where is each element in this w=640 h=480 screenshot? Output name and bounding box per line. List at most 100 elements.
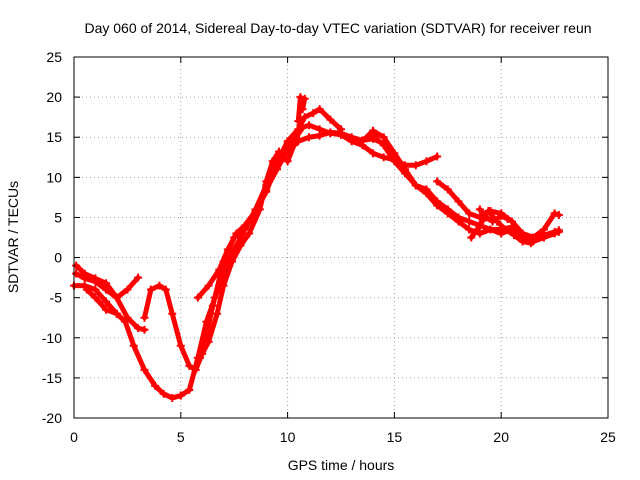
data-point [358,137,367,146]
chart-title: Day 060 of 2014, Sidereal Day-to-day VTE… [84,20,591,36]
data-point [255,205,264,214]
data-point [72,269,81,278]
data-point [155,281,164,290]
data-point [503,215,512,224]
data-point [539,225,548,234]
data-point [300,94,309,103]
x-axis-label: GPS time / hours [288,457,395,473]
series-line [84,287,120,317]
data-point [123,285,132,294]
data-point [245,229,254,238]
data-point [223,245,232,254]
data-point [283,137,292,146]
data-point [72,261,81,270]
data-point [102,305,111,314]
data-point [296,93,305,102]
series-satellite-track-2 [72,269,143,302]
data-point [475,221,484,230]
x-tick-label: 20 [493,429,509,445]
data-point [213,309,222,318]
data-point [379,133,388,142]
data-point [475,205,484,214]
data-point [91,285,100,294]
data-point [215,265,224,274]
y-tick-label: -15 [42,370,62,386]
data-point [168,309,177,318]
data-point [204,281,213,290]
data-point [262,177,271,186]
series-satellite-track-11 [369,131,563,246]
data-point [219,281,228,290]
data-point [482,213,491,222]
data-point [510,231,519,240]
data-point [102,285,111,294]
data-point [91,277,100,286]
x-tick-label: 0 [70,429,78,445]
series-satellite-track-1 [72,261,149,334]
data-point [140,313,149,322]
data-point [422,157,431,166]
data-point [347,137,356,146]
y-tick-label: -20 [42,410,62,426]
series-satellite-track-4 [82,285,121,318]
data-point [550,229,559,238]
data-point [486,225,495,234]
data-point [129,341,138,350]
data-point [379,153,388,162]
data-point [539,233,548,242]
data-point [304,121,313,130]
data-point [507,217,516,226]
grid-lines [74,57,608,418]
data-point [112,309,121,318]
series-line [370,133,562,245]
data-point [298,105,307,114]
y-tick-label: 10 [46,169,62,185]
data-point [454,197,463,206]
series-satellite-track-14 [475,205,512,226]
data-point [401,169,410,178]
y-tick-label: 5 [54,209,62,225]
data-point [134,273,143,282]
data-point [80,274,89,283]
data-point [326,115,335,124]
y-tick-label: -5 [50,290,63,306]
data-point [112,293,121,302]
data-point [390,157,399,166]
y-tick-label: 15 [46,129,62,145]
series-line [197,122,303,361]
data-point [488,217,497,226]
series-satellite-track-9 [294,93,309,126]
data-point [296,121,305,130]
data-point [193,293,202,302]
data-point [518,237,527,246]
data-point [529,233,538,242]
x-tick-label: 15 [387,429,403,445]
data-point [240,221,249,230]
data-point [290,141,299,150]
series-satellite-track-8 [196,121,305,362]
data-point [268,157,277,166]
data-point [443,209,452,218]
data-point [467,233,476,242]
y-tick-label: -10 [42,330,62,346]
series-satellite-track-7 [193,105,345,302]
data-point [554,211,563,220]
data-point [369,149,378,158]
y-tick-label: 25 [46,49,62,65]
data-point [123,313,132,322]
axis-ticks: 0 5 10 15 20 25 -20 -15 -10 -5 0 5 10 15 20 25 [42,49,616,445]
x-tick-label: 25 [600,429,616,445]
data-point [326,129,335,138]
data-point [283,157,292,166]
data-point [275,147,284,156]
data-point [168,393,177,402]
data-point [134,324,143,333]
data-point [497,229,506,238]
data-point [550,209,559,218]
y-tick-label: 0 [54,250,62,266]
data-point [411,181,420,190]
data-point [196,353,205,362]
data-point [369,131,378,140]
data-point [159,389,168,398]
